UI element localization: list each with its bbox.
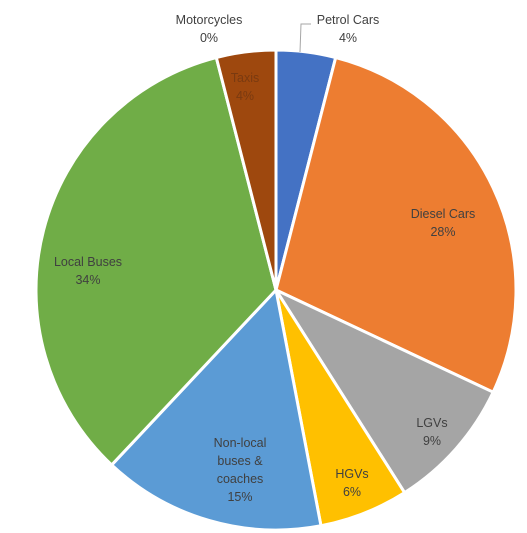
slice-value-label-motorcycles: 0% bbox=[200, 31, 218, 45]
pie-slices bbox=[34, 48, 518, 532]
slice-value-label-non-local-buses-coaches: 15% bbox=[227, 490, 252, 504]
slice-name-label-diesel-cars: Diesel Cars bbox=[411, 207, 476, 221]
pie-slice-taxis bbox=[214, 48, 278, 292]
slice-value-label-petrol-cars: 4% bbox=[339, 31, 357, 45]
slice-value-label-taxis: 4% bbox=[236, 89, 254, 103]
slice-value-label-lgvs: 9% bbox=[423, 434, 441, 448]
pie-slice-non-local-buses-coaches bbox=[110, 288, 323, 532]
slice-name-label-taxis: Taxis bbox=[231, 71, 259, 85]
slice-name-label-non-local-buses-coaches: buses & bbox=[217, 454, 263, 468]
slice-name-label-motorcycles: Motorcycles bbox=[176, 13, 243, 27]
slice-name-label-local-buses: Local Buses bbox=[54, 255, 122, 269]
pie-slice-local-buses bbox=[34, 56, 278, 467]
pie-slice-diesel-cars bbox=[274, 56, 518, 394]
slice-value-label-hgvs: 6% bbox=[343, 485, 361, 499]
slice-name-label-lgvs: LGVs bbox=[416, 416, 447, 430]
slice-name-label-non-local-buses-coaches: Non-local bbox=[214, 436, 267, 450]
slice-name-label-petrol-cars: Petrol Cars bbox=[317, 13, 380, 27]
slice-name-label-non-local-buses-coaches: coaches bbox=[217, 472, 264, 486]
slice-value-label-local-buses: 34% bbox=[75, 273, 100, 287]
data-labels: Petrol Cars 4% Diesel Cars 28% LGVs 9% HGVs 6% N… bbox=[54, 13, 475, 504]
leader-line-petrol-cars bbox=[299, 23, 311, 53]
pie-slice-lgvs bbox=[274, 288, 495, 495]
slice-name-label-hgvs: HGVs bbox=[335, 467, 368, 481]
slice-value-label-diesel-cars: 28% bbox=[430, 225, 455, 239]
leader-lines bbox=[299, 23, 311, 53]
